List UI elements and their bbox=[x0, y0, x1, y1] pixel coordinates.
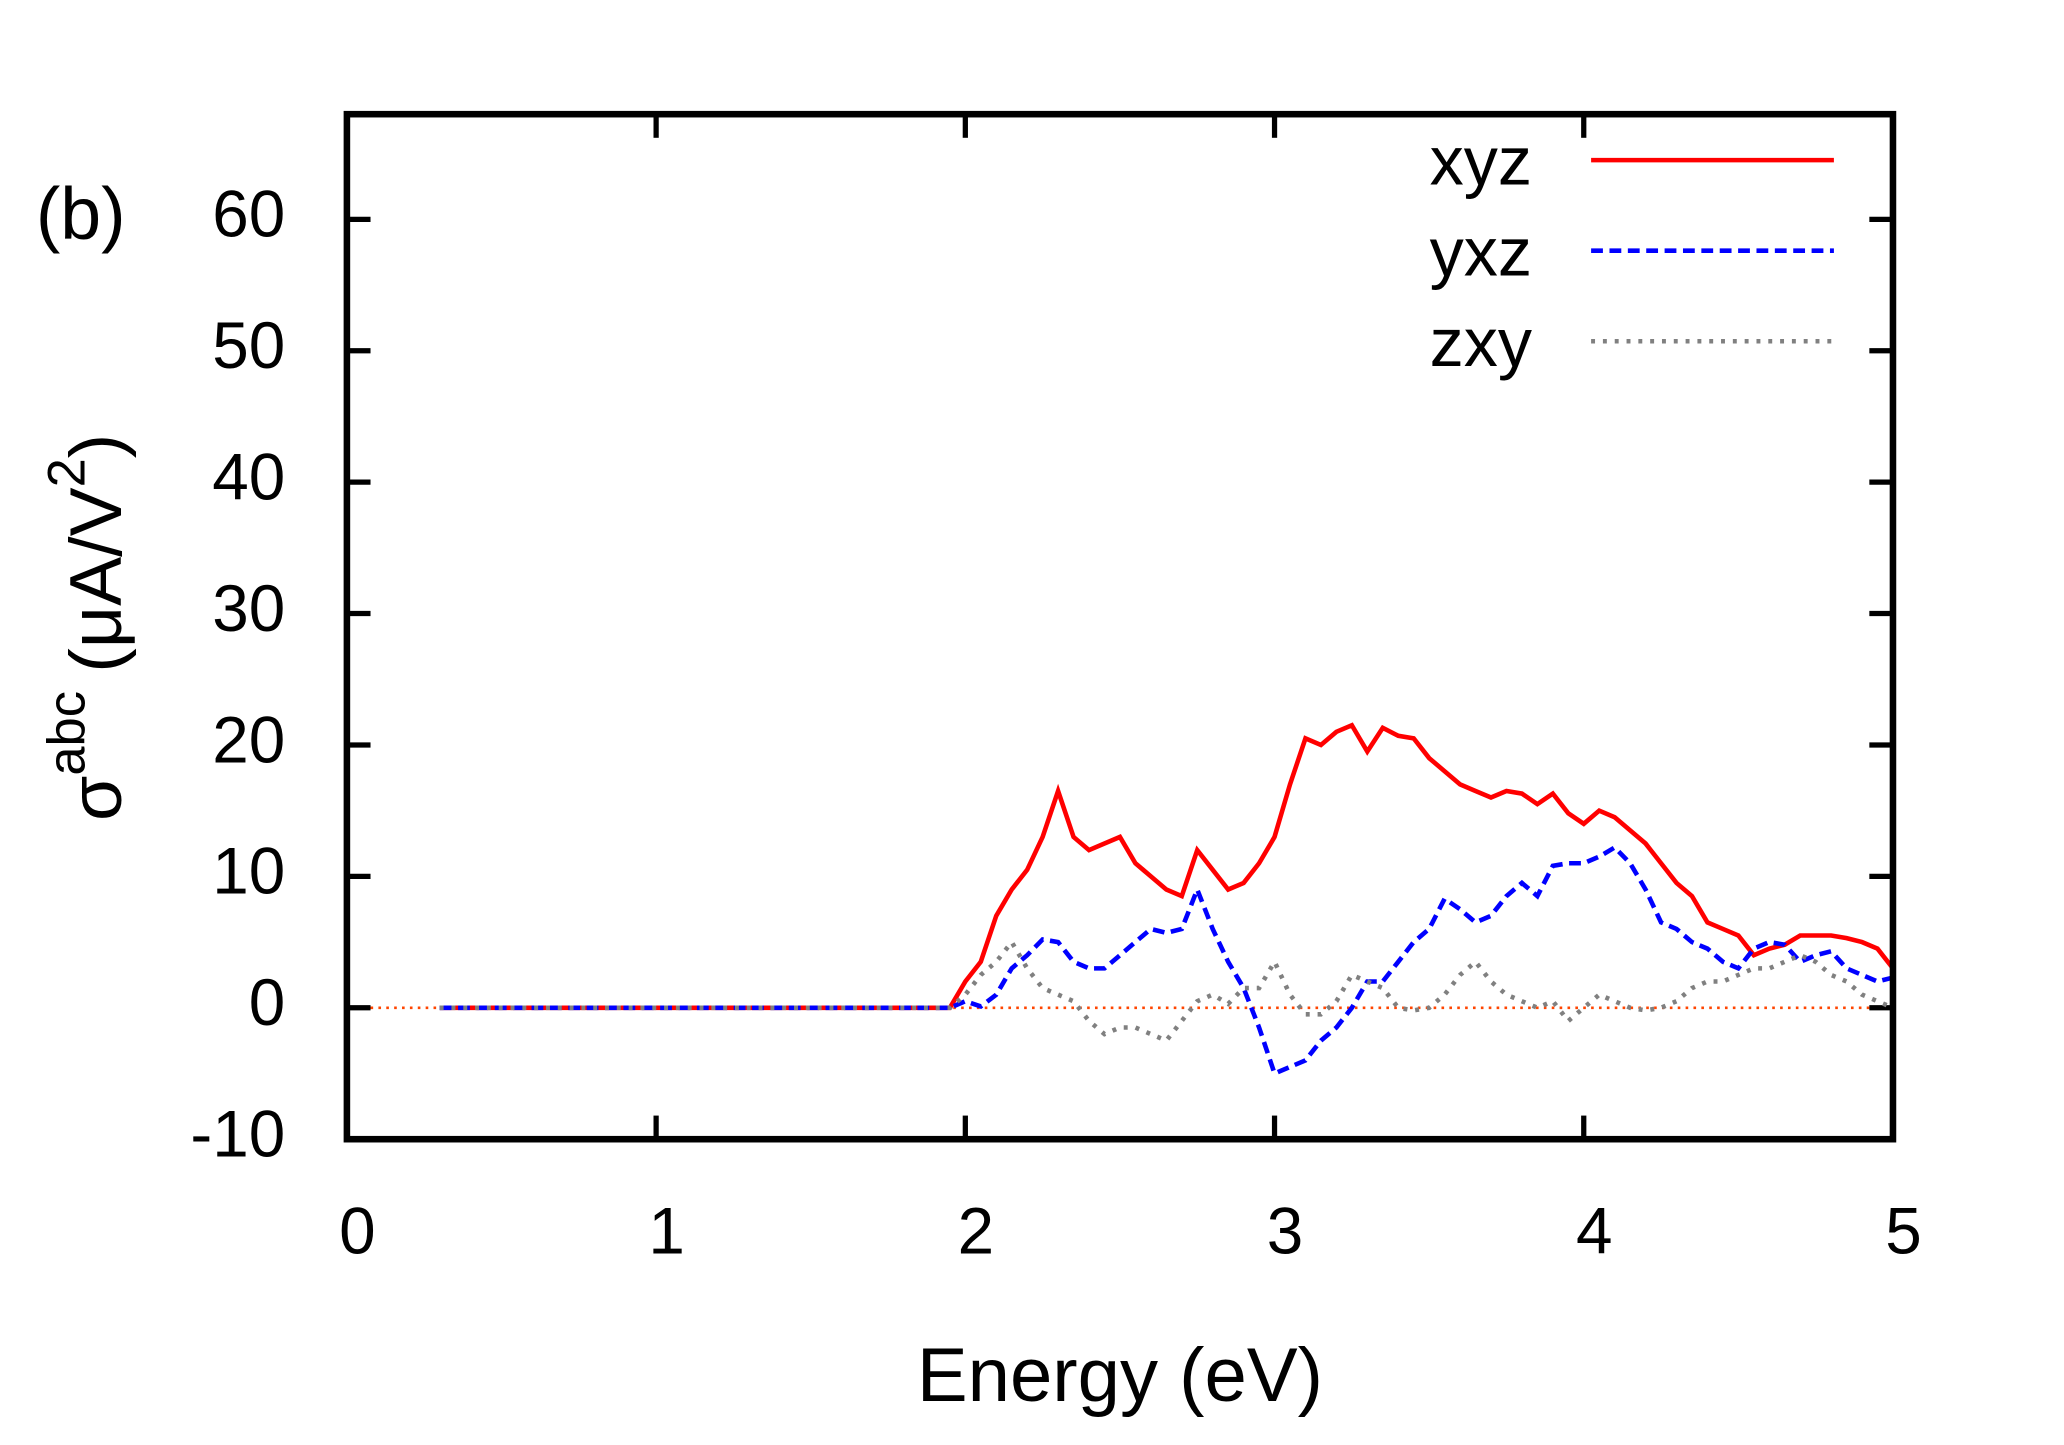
x-tick-label: 3 bbox=[1267, 1195, 1304, 1268]
data-line bbox=[439, 938, 1894, 1044]
x-tick-label: 2 bbox=[958, 1195, 995, 1268]
y-tick-label: 50 bbox=[212, 309, 285, 382]
y-tick-label: 40 bbox=[212, 440, 285, 513]
legend-label: xyz bbox=[1430, 124, 1532, 200]
y-label-symbol: σ bbox=[54, 776, 137, 821]
y-axis-label: σabc (μA/V2) bbox=[37, 434, 137, 821]
x-tick-label: 4 bbox=[1576, 1195, 1613, 1268]
legend-label: yxz bbox=[1430, 214, 1532, 290]
y-label-close: ) bbox=[54, 434, 137, 458]
y-label-unit: (μA/V bbox=[54, 487, 137, 672]
data-line bbox=[439, 844, 1894, 1077]
y-tick-label: 10 bbox=[212, 835, 285, 908]
y-tick-label: 60 bbox=[212, 178, 285, 251]
y-tick-label: 30 bbox=[212, 572, 285, 645]
x-axis-label: Energy (eV) bbox=[917, 1333, 1323, 1418]
y-label-superscript: abc bbox=[37, 691, 96, 776]
x-tick-label: 5 bbox=[1885, 1195, 1921, 1268]
y-tick-label: 20 bbox=[212, 703, 285, 776]
data-line bbox=[439, 722, 1895, 1011]
x-tick-label: 1 bbox=[648, 1195, 684, 1268]
y-label-unit-superscript: 2 bbox=[37, 458, 96, 487]
x-tick-label: 0 bbox=[339, 1195, 376, 1268]
plot-frame bbox=[343, 110, 1897, 1143]
panel-label: (b) bbox=[36, 172, 126, 255]
y-tick-label: 0 bbox=[249, 966, 286, 1039]
legend-label: zxy bbox=[1430, 305, 1532, 381]
y-tick-label: -10 bbox=[190, 1098, 285, 1171]
